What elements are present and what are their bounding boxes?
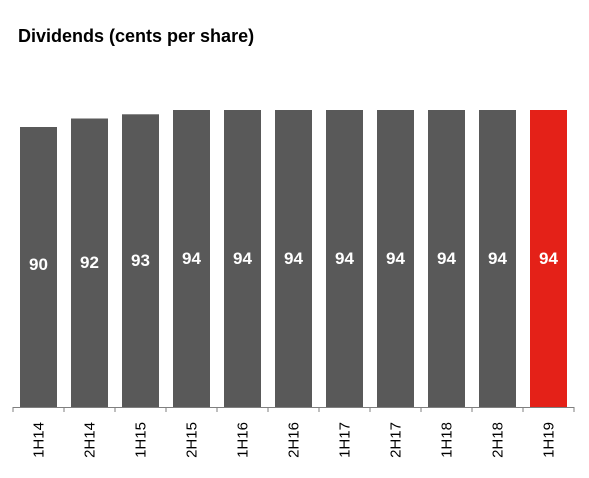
bar-2h18 <box>479 110 516 407</box>
x-tick-label-1h19: 1H19 <box>541 422 558 458</box>
bar-value-label-1h19: 94 <box>539 249 558 268</box>
bar-value-label-1h16: 94 <box>233 249 252 268</box>
x-tick-label-2h17: 2H17 <box>388 422 405 458</box>
x-tick-label-2h18: 2H18 <box>490 422 507 458</box>
bar-value-label-2h17: 94 <box>386 249 405 268</box>
x-tick-label-1h17: 1H17 <box>337 422 354 458</box>
bar-2h15 <box>173 110 210 407</box>
bar-value-label-1h14: 90 <box>29 255 48 274</box>
bar-1h16 <box>224 110 261 407</box>
bar-value-label-2h18: 94 <box>488 249 507 268</box>
bar-2h16 <box>275 110 312 407</box>
x-tick-label-1h18: 1H18 <box>439 422 456 458</box>
bar-value-label-2h16: 94 <box>284 249 303 268</box>
x-axis-ticks-group <box>12 407 575 412</box>
bar-value-label-2h14: 92 <box>80 253 99 272</box>
bar-1h17 <box>326 110 363 407</box>
x-tick-label-1h15: 1H15 <box>133 422 150 458</box>
bars-group <box>20 110 567 408</box>
bar-2h14 <box>71 118 108 407</box>
bar-1h14 <box>20 127 57 407</box>
x-tick-label-2h16: 2H16 <box>286 422 303 458</box>
chart-title: Dividends (cents per share) <box>18 26 255 46</box>
bar-value-label-1h18: 94 <box>437 249 456 268</box>
bar-2h17 <box>377 110 414 407</box>
bar-value-label-1h15: 93 <box>131 251 150 270</box>
bar-labels-group: 90 92 93 94 94 94 94 94 94 94 94 <box>29 249 558 274</box>
bar-value-label-1h17: 94 <box>335 249 354 268</box>
bar-1h18 <box>428 110 465 407</box>
x-tick-label-1h16: 1H16 <box>235 422 252 458</box>
x-tick-label-1h14: 1H14 <box>31 422 48 458</box>
bar-value-label-2h15: 94 <box>182 249 201 268</box>
x-axis-labels-group: 1H14 2H14 1H15 2H15 1H16 2H16 1H17 2H17 1H18 2H18… <box>31 422 558 458</box>
x-tick-label-2h14: 2H14 <box>82 422 99 458</box>
bar-1h15 <box>122 114 159 408</box>
bar-1h19 <box>530 110 567 407</box>
x-tick-label-2h15: 2H15 <box>184 422 201 458</box>
